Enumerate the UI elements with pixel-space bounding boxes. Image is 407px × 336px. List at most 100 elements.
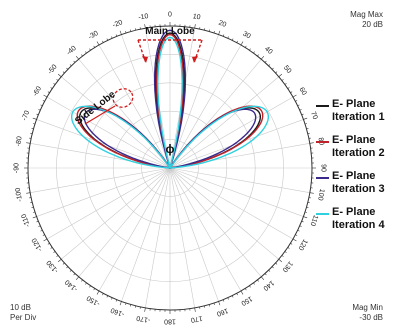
- angle-tick-label: 180: [164, 318, 176, 325]
- ring-tick: [228, 36, 229, 38]
- ring-tick: [310, 193, 314, 194]
- ring-tick: [26, 193, 30, 194]
- ring-tick: [253, 52, 254, 54]
- ring-tick: [279, 259, 282, 262]
- ring-tick: [26, 143, 30, 144]
- angle-tick-label: -80: [15, 136, 24, 147]
- ring-tick: [58, 259, 61, 262]
- angle-tick-label: -40: [66, 45, 78, 57]
- ring-tick: [54, 251, 56, 252]
- mag-max-label: Mag Max 20 dB: [350, 10, 383, 30]
- angle-tick-label: -10: [138, 13, 149, 22]
- ring-tick: [120, 301, 121, 305]
- ring-tick: [44, 95, 47, 97]
- ring-tick: [66, 267, 67, 268]
- per-div-title: Per Div: [10, 313, 36, 323]
- ring-tick: [232, 296, 233, 298]
- ring-tick: [276, 72, 277, 73]
- legend-item: E- Plane Iteration 1: [316, 98, 406, 134]
- ring-tick: [293, 239, 296, 241]
- ring-tick: [282, 79, 284, 80]
- main-lobe-arrow-left: [142, 56, 148, 63]
- ring-tick: [70, 270, 71, 271]
- legend-item: E- Plane Iteration 3: [316, 170, 406, 206]
- legend-swatch: [316, 141, 329, 143]
- ring-tick: [76, 56, 79, 59]
- ring-tick: [219, 31, 220, 35]
- ring-tick: [43, 235, 45, 236]
- ring-tick: [81, 55, 82, 57]
- ring-tick: [272, 68, 273, 69]
- main-lobe-label: Main Lobe: [145, 26, 195, 37]
- ring-tick: [111, 36, 112, 38]
- ring-tick: [237, 41, 238, 43]
- ring-tick: [249, 49, 250, 51]
- ring-tick: [269, 64, 270, 65]
- angle-tick-label: -70: [21, 110, 31, 122]
- ring-tick: [66, 68, 67, 69]
- ring-tick: [70, 64, 71, 65]
- legend-item: E- Plane Iteration 4: [316, 206, 406, 242]
- angle-tick-label: 130: [281, 260, 294, 274]
- ring-tick: [285, 251, 287, 252]
- ring-tick: [33, 217, 37, 218]
- legend-label: E- Plane Iteration 2: [332, 134, 406, 160]
- angle-tick-label: -100: [15, 187, 24, 202]
- legend-label: E- Plane Iteration 3: [332, 170, 406, 196]
- ring-tick: [195, 24, 196, 28]
- legend-item: E- Plane Iteration 2: [316, 134, 406, 170]
- ring-tick: [57, 79, 59, 80]
- angle-tick-label: 20: [217, 20, 227, 29]
- legend-swatch: [316, 177, 329, 179]
- angle-tick-label: -20: [112, 19, 124, 29]
- ring-tick: [219, 301, 220, 305]
- ring-tick: [241, 291, 243, 294]
- ring-tick: [265, 274, 266, 275]
- ring-tick: [145, 308, 146, 312]
- ring-tick: [285, 83, 287, 84]
- ring-tick: [276, 263, 277, 264]
- ring-tick: [51, 87, 53, 88]
- per-div-value: 10 dB: [10, 303, 36, 313]
- legend-swatch: [316, 105, 329, 107]
- ring-tick: [120, 31, 121, 35]
- ring-tick: [85, 52, 86, 54]
- angle-tick-label: 60: [298, 86, 308, 96]
- ring-tick: [241, 42, 243, 45]
- ring-tick: [63, 72, 64, 73]
- angle-tick-label: -50: [47, 63, 59, 75]
- angle-tick-label: -160: [110, 306, 126, 317]
- angle-tick-label: 160: [216, 306, 229, 317]
- ring-tick: [303, 217, 307, 218]
- angle-tick-label: -110: [21, 213, 32, 228]
- ring-tick: [63, 263, 64, 264]
- angle-tick-label: -150: [86, 294, 102, 307]
- mag-min-title: Mag Min: [352, 303, 383, 313]
- angle-tick-label: 140: [262, 279, 276, 292]
- ring-tick: [237, 293, 238, 295]
- angle-tick-label: 0: [168, 12, 172, 19]
- angle-tick-label: -130: [46, 259, 60, 274]
- ring-tick: [44, 239, 47, 241]
- ring-tick: [288, 87, 290, 88]
- ring-tick: [74, 274, 75, 275]
- angle-tick-label: -30: [87, 30, 99, 41]
- phi-label: ϕ: [166, 142, 175, 156]
- legend: E- Plane Iteration 1 E- Plane Iteration …: [316, 98, 406, 242]
- angle-tick-label: 120: [296, 238, 308, 252]
- ring-tick: [38, 109, 40, 110]
- angle-tick-label: 40: [263, 46, 274, 56]
- ring-tick: [89, 286, 90, 288]
- ring-tick: [249, 286, 250, 288]
- ring-tick: [257, 55, 258, 57]
- ring-tick: [89, 49, 90, 51]
- angle-tick-label: -170: [136, 314, 151, 323]
- legend-label: E- Plane Iteration 4: [332, 206, 406, 232]
- angle-tick-label: -60: [32, 85, 43, 97]
- ring-tick: [85, 283, 86, 285]
- ring-tick: [43, 100, 45, 101]
- ring-tick: [97, 42, 99, 45]
- angle-tick-label: -140: [64, 278, 79, 292]
- ring-tick: [288, 247, 290, 248]
- ring-tick: [54, 83, 56, 84]
